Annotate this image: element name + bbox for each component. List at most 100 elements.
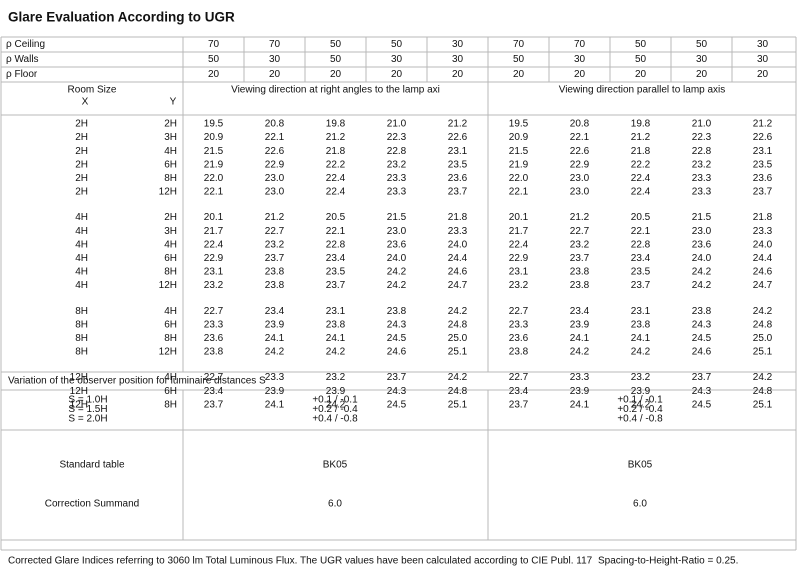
ugr-value: 21.8 [448, 212, 468, 223]
room-x: 4H [75, 280, 88, 291]
reflectance-value: 20 [635, 69, 647, 80]
parallel-header: Viewing direction parallel to lamp axis [559, 85, 726, 96]
ugr-value: 23.4 [509, 386, 529, 397]
room-x: 2H [75, 132, 88, 143]
room-y: 8H [164, 267, 177, 278]
ugr-value: 23.3 [692, 187, 712, 198]
ugr-value: 23.1 [509, 267, 529, 278]
reflectance-value: 20 [574, 69, 586, 80]
ugr-value: 25.1 [448, 399, 468, 410]
ugr-value: 23.7 [631, 280, 651, 291]
ugr-value: 23.2 [265, 239, 285, 250]
reflectance-value: 20 [696, 69, 708, 80]
room-x: 12H [70, 386, 88, 397]
reflectance-value: 70 [208, 39, 220, 50]
ugr-value: 22.7 [204, 372, 224, 383]
ugr-value: 21.8 [753, 212, 773, 223]
room-y: 4H [164, 146, 177, 157]
ugr-value: 23.0 [570, 187, 590, 198]
ugr-value: 25.1 [753, 347, 773, 358]
ugr-value: 23.8 [387, 306, 407, 317]
perpendicular-header: Viewing direction at right angles to the… [231, 85, 440, 96]
reflectance-value: 30 [757, 39, 769, 50]
ugr-value: 22.6 [570, 146, 590, 157]
ugr-value: 23.3 [509, 319, 529, 330]
room-x: 12H [70, 372, 88, 383]
ugr-value: 23.8 [509, 347, 529, 358]
room-x: 2H [75, 119, 88, 130]
ugr-value: 23.2 [204, 280, 224, 291]
room-size: Room Size [68, 85, 117, 96]
ugr-value: 21.5 [692, 212, 712, 223]
ugr-value: 25.1 [753, 399, 773, 410]
room-y: 3H [164, 226, 177, 237]
reflectance-label: ρ Floor [6, 69, 38, 80]
ugr-value: 19.8 [631, 119, 651, 130]
ugr-value: 20.5 [631, 212, 651, 223]
ugr-value: 22.4 [631, 187, 651, 198]
ugr-value: 23.2 [326, 372, 346, 383]
ugr-value: 22.1 [570, 132, 590, 143]
ugr-value: 21.7 [509, 226, 529, 237]
ugr-value: 23.9 [631, 386, 651, 397]
ugr-value: 21.0 [387, 119, 407, 130]
ugr-value: 23.7 [692, 372, 712, 383]
ugr-value: 22.6 [448, 132, 468, 143]
ugr-value: 23.3 [387, 187, 407, 198]
ugr-value: 22.3 [692, 132, 712, 143]
y-header: Y [170, 97, 177, 108]
room-x: 8H [75, 306, 88, 317]
ugr-value: 23.3 [753, 226, 773, 237]
ugr-value: 23.6 [448, 173, 468, 184]
ugr-value: 24.3 [387, 386, 407, 397]
ugr-value: 21.2 [448, 119, 468, 130]
reflectance-value: 30 [574, 54, 586, 65]
ugr-value: 22.9 [570, 159, 590, 170]
ugr-value: 19.8 [326, 119, 346, 130]
ugr-value: 23.5 [326, 267, 346, 278]
room-x: 4H [75, 267, 88, 278]
reflectance-value: 30 [757, 54, 769, 65]
ugr-value: 23.7 [509, 399, 529, 410]
reflectance-label: ρ Walls [6, 54, 39, 65]
ugr-value: 23.8 [692, 306, 712, 317]
ugr-value: 23.7 [265, 253, 285, 264]
s-label: S = 2.0H [68, 414, 107, 425]
ugr-value: 22.8 [326, 239, 346, 250]
ugr-value: 24.2 [387, 280, 407, 291]
variation-value: +0.2 / -0.4 [312, 404, 358, 415]
ugr-value: 23.2 [692, 159, 712, 170]
reflectance-value: 50 [330, 39, 342, 50]
ugr-value: 23.8 [204, 347, 224, 358]
ugr-value: 23.7 [448, 187, 468, 198]
standard-value: BK05 [628, 460, 653, 471]
ugr-value: 22.8 [692, 146, 712, 157]
ugr-value: 20.1 [204, 212, 224, 223]
ugr-value: 21.9 [204, 159, 224, 170]
room-y: 8H [164, 399, 177, 410]
ugr-value: 24.8 [753, 319, 773, 330]
ugr-value: 22.1 [204, 187, 224, 198]
room-x: 4H [75, 253, 88, 264]
reflectance-value: 70 [269, 39, 281, 50]
ugr-value: 22.8 [387, 146, 407, 157]
ugr-value: 24.6 [387, 347, 407, 358]
footer-note: Corrected Glare Indices referring to 306… [8, 556, 593, 567]
standard-label: Standard table [59, 460, 124, 471]
reflectance-value: 70 [574, 39, 586, 50]
ugr-value: 23.6 [204, 333, 224, 344]
room-x: 2H [75, 173, 88, 184]
ugr-value: 24.6 [753, 267, 773, 278]
ugr-value: 24.4 [753, 253, 773, 264]
ugr-value: 22.4 [509, 239, 529, 250]
ugr-value: 23.0 [387, 226, 407, 237]
ugr-value: 24.1 [570, 399, 590, 410]
ugr-value: 22.1 [631, 226, 651, 237]
variation-value: +0.1 / -0.1 [312, 395, 358, 406]
ugr-value: 24.0 [753, 239, 773, 250]
ugr-value: 24.3 [692, 319, 712, 330]
ugr-value: 19.5 [204, 119, 224, 130]
ugr-value: 24.2 [326, 399, 346, 410]
reflectance-value: 50 [635, 54, 647, 65]
reflectance-value: 20 [330, 69, 342, 80]
